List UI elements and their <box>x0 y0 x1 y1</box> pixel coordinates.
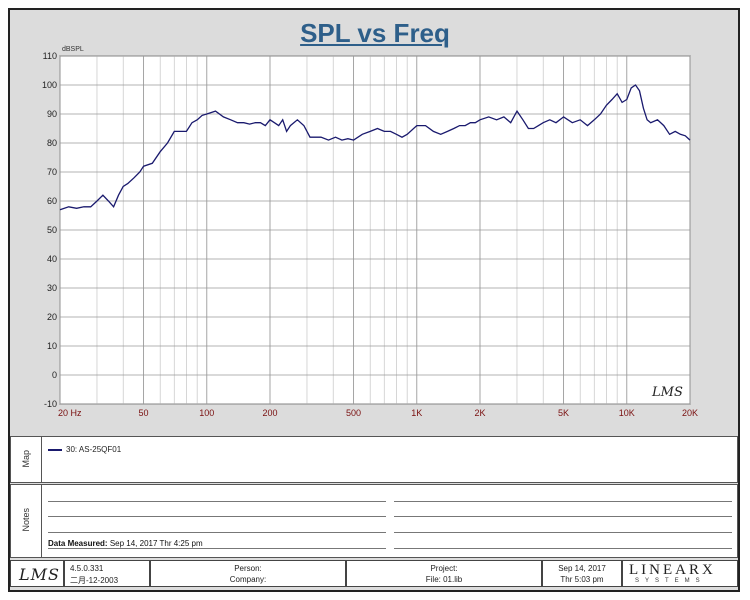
map-label-cell <box>10 436 42 483</box>
chart-title: SPL vs Freq <box>300 18 450 48</box>
data-measured-value: Sep 14, 2017 Thr 4:25 pm <box>109 539 203 548</box>
x-tick-label: 50 <box>139 408 149 418</box>
notes-panel <box>10 484 738 558</box>
x-tick-label: 20K <box>682 408 698 418</box>
software-version: 4.5.0.331 <box>70 564 104 573</box>
y-tick-label: 60 <box>47 196 57 206</box>
y-tick-label: 30 <box>47 283 57 293</box>
footer-logo-cell: LMS <box>10 560 64 587</box>
linearx-subtitle: SYSTEMS <box>635 578 706 584</box>
y-tick-label: 80 <box>47 138 57 148</box>
x-tick-labels: 20 Hz 50 100 200 500 1K 2K 5K 10K 20K <box>58 408 698 418</box>
y-axis-label: dBSPL <box>62 46 84 53</box>
data-measured: Data Measured: Sep 14, 2017 Thr 4:25 pm <box>48 539 203 548</box>
note-line <box>394 548 732 549</box>
grid-lines <box>59 55 691 405</box>
y-tick-labels: -10 0 10 20 30 40 50 60 70 80 90 100 110 <box>42 51 57 409</box>
x-tick-label: 5K <box>558 408 569 418</box>
company-label: Company: <box>229 575 267 584</box>
map-panel <box>10 436 738 483</box>
notes-label: Notes <box>21 508 31 532</box>
y-tick-label: 50 <box>47 225 57 235</box>
x-tick-label: 100 <box>199 408 214 418</box>
note-line <box>394 501 732 502</box>
footer-version-cell: 4.5.0.331 二月-12-2003 <box>64 560 150 587</box>
y-tick-label: 10 <box>47 341 57 351</box>
note-line <box>394 532 732 533</box>
y-tick-label: -10 <box>44 399 57 409</box>
project-label: Project: <box>430 564 458 573</box>
footer-brand-cell: LINEARX SYSTEMS <box>622 560 738 587</box>
x-tick-label: 20 Hz <box>58 408 82 418</box>
legend-entry: 30: AS-25QF01 <box>66 445 122 454</box>
footer-time: Thr 5:03 pm <box>560 575 604 584</box>
lms-logo: LMS <box>19 565 60 584</box>
legend-swatch <box>48 449 62 451</box>
footer-person-cell: Person: Company: <box>150 560 346 587</box>
x-tick-label: 500 <box>346 408 361 418</box>
map-label: Map <box>21 450 31 468</box>
data-measured-label: Data Measured: <box>48 539 108 548</box>
person-label: Person: <box>234 564 262 573</box>
note-line <box>48 501 386 502</box>
notes-label-cell <box>10 484 42 558</box>
lms-watermark: LMS <box>651 385 683 400</box>
note-line <box>48 516 386 517</box>
y-tick-label: 110 <box>43 51 57 61</box>
y-tick-label: 0 <box>52 370 57 380</box>
footer-date-cell: Sep 14, 2017 Thr 5:03 pm <box>542 560 622 587</box>
file-label: File: 01.lib <box>425 575 463 584</box>
y-tick-label: 40 <box>47 254 57 264</box>
y-tick-label: 70 <box>47 167 57 177</box>
x-tick-label: 1K <box>411 408 422 418</box>
y-tick-label: 100 <box>42 80 57 90</box>
note-line <box>48 532 386 533</box>
series-line <box>59 84 691 211</box>
x-tick-label: 2K <box>474 408 485 418</box>
note-line <box>48 548 386 549</box>
build-date: 二月-12-2003 <box>70 576 119 585</box>
footer-date: Sep 14, 2017 <box>558 564 606 573</box>
note-line <box>394 516 732 517</box>
y-tick-label: 20 <box>47 312 57 322</box>
footer-project-cell: Project: File: 01.lib <box>346 560 542 587</box>
linearx-logo: LINEARX <box>629 562 716 578</box>
x-tick-label: 200 <box>262 408 277 418</box>
y-tick-label: 90 <box>47 109 57 119</box>
x-tick-label: 10K <box>619 408 635 418</box>
